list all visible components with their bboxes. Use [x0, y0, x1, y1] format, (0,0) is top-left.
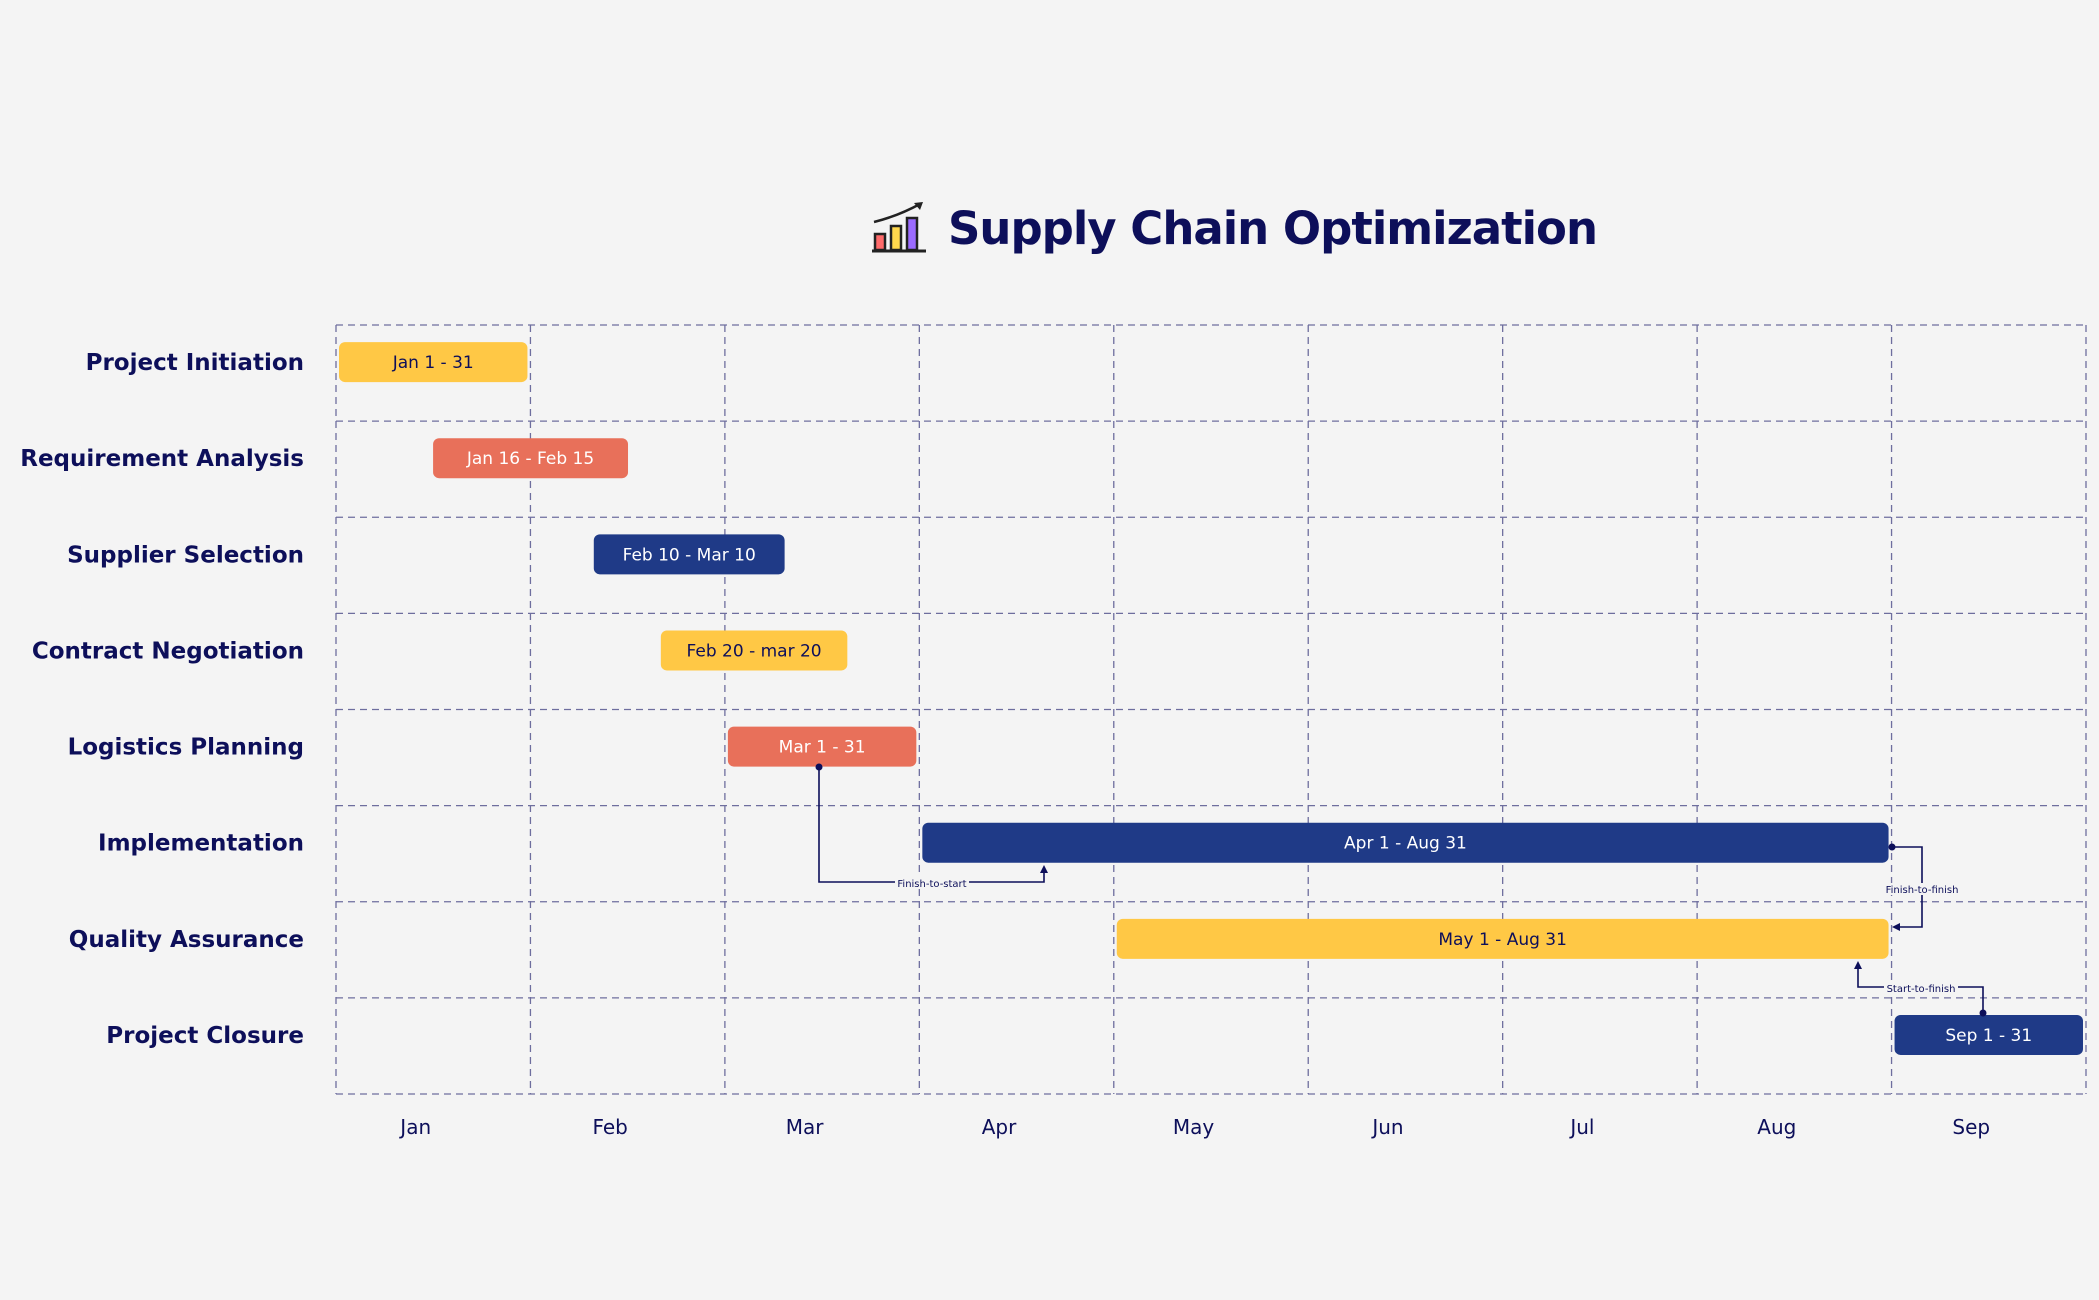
task-label: Supplier Selection: [67, 542, 304, 568]
bar-chart-trending-up-icon: [872, 202, 926, 253]
task-bar: [433, 438, 629, 479]
task-bar-label: Sep 1 - 31: [1945, 1026, 2032, 1046]
task-label: Project Initiation: [86, 350, 304, 376]
task-bar-label: Apr 1 - Aug 31: [1344, 834, 1467, 854]
task-label: Implementation: [98, 831, 304, 857]
task-label: Logistics Planning: [68, 735, 304, 761]
month-tick-label: Jun: [1370, 1115, 1403, 1139]
dependency-label-bg: [1885, 883, 1959, 895]
task-label: Project Closure: [106, 1023, 304, 1049]
month-tick-label: Sep: [1952, 1115, 1990, 1139]
task-bar: [339, 342, 528, 383]
task-bar-label: May 1 - Aug 31: [1438, 930, 1567, 950]
task-label: Requirement Analysis: [20, 446, 304, 472]
chart-title-text: Supply Chain Optimization: [948, 201, 1598, 255]
dependency-start-dot: [815, 763, 823, 771]
dependency-label: Finish-to-start: [897, 879, 966, 890]
dependency-arrowhead: [1892, 923, 1900, 931]
dependency-label: Finish-to-finish: [1886, 885, 1959, 896]
task-label: Quality Assurance: [69, 927, 304, 953]
dependency-start-dot: [1888, 843, 1896, 851]
dependency-label-bg: [1884, 982, 1958, 994]
dependency-label-bg: [895, 877, 969, 889]
month-tick-label: Jul: [1568, 1115, 1594, 1139]
task-label: Contract Negotiation: [32, 638, 304, 664]
chart-title: Supply Chain Optimization: [870, 200, 1598, 256]
task-bar: [593, 534, 785, 575]
dependency-label: Start-to-finish: [1887, 984, 1956, 995]
month-tick-label: Feb: [592, 1115, 627, 1139]
month-tick-label: Apr: [982, 1115, 1017, 1139]
month-tick-label: Mar: [786, 1115, 825, 1139]
task-bar: [660, 630, 848, 671]
task-bar: [1116, 918, 1889, 959]
task-bar-label: Jan 16 - Feb 15: [466, 449, 594, 469]
task-bar-label: Jan 1 - 31: [392, 353, 474, 373]
dependency-arrowhead: [1854, 961, 1862, 969]
task-bar-label: Feb 10 - Mar 10: [623, 545, 756, 565]
task-bar-label: Mar 1 - 31: [779, 738, 866, 758]
task-bar: [727, 726, 917, 767]
month-tick-label: Jan: [398, 1115, 431, 1139]
dependency-arrowhead: [1040, 865, 1048, 873]
task-bar-label: Feb 20 - mar 20: [687, 641, 822, 661]
dependency-start-dot: [1979, 1009, 1987, 1017]
month-tick-label: May: [1173, 1115, 1215, 1139]
task-bar: [1894, 1014, 2083, 1055]
month-tick-label: Aug: [1757, 1115, 1796, 1139]
task-bar: [922, 822, 1889, 863]
